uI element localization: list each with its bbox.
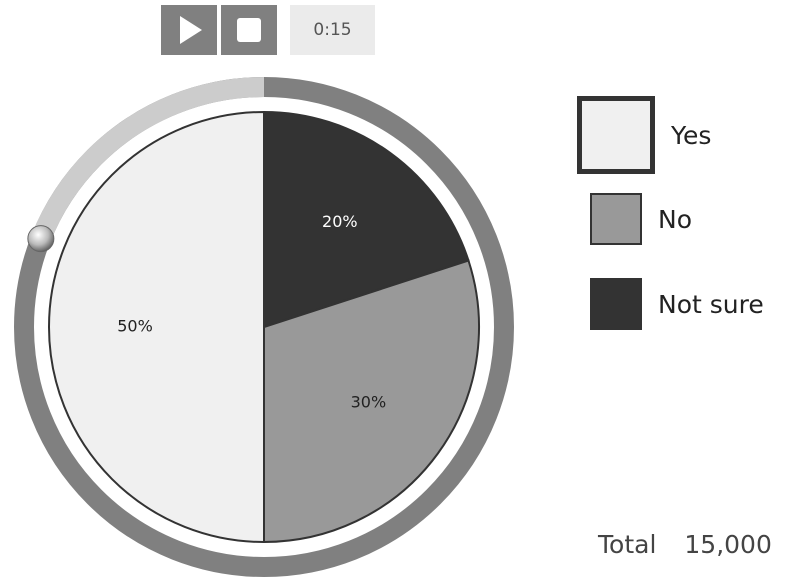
- legend-label-no: No: [658, 204, 692, 234]
- legend-item-no[interactable]: No: [590, 193, 692, 245]
- legend-swatch-no: [590, 193, 642, 245]
- legend-label-not-sure: Not sure: [658, 289, 764, 319]
- pie-chart: 20% 30% 50%: [14, 77, 514, 577]
- play-button[interactable]: [161, 5, 217, 55]
- legend-swatch-not-sure: [590, 278, 642, 330]
- pie-slice-not-sure[interactable]: [263, 110, 470, 329]
- pie-slice-yes[interactable]: [48, 110, 265, 544]
- slice-label-yes: 50%: [117, 317, 153, 336]
- slice-label-not-sure: 20%: [322, 212, 358, 231]
- slice-label-no: 30%: [351, 392, 387, 411]
- pie-slice-no[interactable]: [263, 259, 480, 544]
- legend-label-yes: Yes: [671, 120, 712, 150]
- stop-icon: [237, 18, 261, 42]
- scrub-handle[interactable]: [27, 225, 55, 253]
- total-label: Total: [598, 530, 657, 559]
- legend-item-yes[interactable]: Yes: [577, 96, 711, 174]
- time-display: 0:15: [290, 5, 375, 55]
- total-row: Total 15,000: [598, 530, 772, 559]
- progress-ring-played: [31, 77, 265, 243]
- total-value: 15,000: [684, 530, 772, 559]
- legend-swatch-yes: [577, 96, 655, 174]
- scrub-knob-circle[interactable]: [27, 225, 55, 253]
- legend-item-not-sure[interactable]: Not sure: [590, 278, 764, 330]
- stop-button[interactable]: [221, 5, 277, 55]
- play-icon: [180, 16, 202, 44]
